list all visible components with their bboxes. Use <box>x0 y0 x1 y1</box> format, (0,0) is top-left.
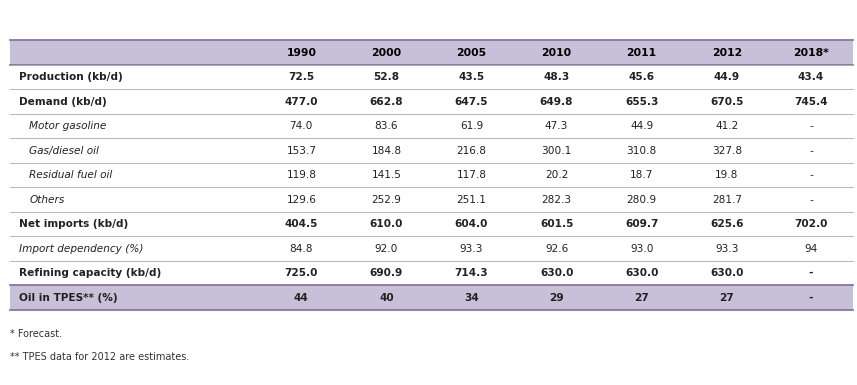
Text: 93.0: 93.0 <box>630 244 653 254</box>
Text: 153.7: 153.7 <box>286 146 316 156</box>
Text: 404.5: 404.5 <box>285 219 318 229</box>
Text: 43.5: 43.5 <box>458 72 484 82</box>
Text: 714.3: 714.3 <box>455 268 488 278</box>
Text: 252.9: 252.9 <box>371 195 401 205</box>
Text: 1990: 1990 <box>286 48 316 58</box>
Text: -: - <box>809 121 813 131</box>
Text: 630.0: 630.0 <box>710 268 744 278</box>
Text: 601.5: 601.5 <box>540 219 573 229</box>
Text: 92.6: 92.6 <box>545 244 568 254</box>
Text: 119.8: 119.8 <box>286 170 316 180</box>
Text: -: - <box>809 146 813 156</box>
Text: 19.8: 19.8 <box>715 170 739 180</box>
Text: 300.1: 300.1 <box>542 146 572 156</box>
Text: -: - <box>809 293 813 303</box>
Text: 93.3: 93.3 <box>459 244 483 254</box>
Text: 47.3: 47.3 <box>545 121 568 131</box>
Text: 27: 27 <box>719 293 734 303</box>
Text: 83.6: 83.6 <box>375 121 399 131</box>
Text: 72.5: 72.5 <box>288 72 315 82</box>
Text: 282.3: 282.3 <box>542 195 572 205</box>
Text: 94: 94 <box>805 244 818 254</box>
Text: Motor gasoline: Motor gasoline <box>29 121 106 131</box>
Text: 625.6: 625.6 <box>710 219 744 229</box>
Text: 216.8: 216.8 <box>457 146 487 156</box>
Text: 670.5: 670.5 <box>710 97 744 107</box>
Text: 281.7: 281.7 <box>712 195 742 205</box>
Text: Residual fuel oil: Residual fuel oil <box>29 170 112 180</box>
Text: 609.7: 609.7 <box>625 219 658 229</box>
Text: 2011: 2011 <box>626 48 656 58</box>
Text: 44.9: 44.9 <box>630 121 653 131</box>
Text: Demand (kb/d): Demand (kb/d) <box>19 97 106 107</box>
Text: 2018*: 2018* <box>793 48 829 58</box>
Text: 44: 44 <box>294 293 309 303</box>
Text: 604.0: 604.0 <box>455 219 488 229</box>
Text: ** TPES data for 2012 are estimates.: ** TPES data for 2012 are estimates. <box>10 352 189 362</box>
Text: 2012: 2012 <box>711 48 742 58</box>
Text: 20.2: 20.2 <box>545 170 568 180</box>
Bar <box>10 285 853 310</box>
Text: 84.8: 84.8 <box>290 244 313 254</box>
Bar <box>10 40 853 65</box>
Text: 630.0: 630.0 <box>540 268 573 278</box>
Text: 74.0: 74.0 <box>290 121 313 131</box>
Text: Oil in TPES** (%): Oil in TPES** (%) <box>19 293 117 303</box>
Text: 310.8: 310.8 <box>626 146 656 156</box>
Text: * Forecast.: * Forecast. <box>10 329 63 339</box>
Text: 690.9: 690.9 <box>370 268 403 278</box>
Text: 280.9: 280.9 <box>626 195 656 205</box>
Text: Net imports (kb/d): Net imports (kb/d) <box>19 219 128 229</box>
Text: 141.5: 141.5 <box>371 170 401 180</box>
Text: 52.8: 52.8 <box>374 72 399 82</box>
Text: 18.7: 18.7 <box>630 170 653 180</box>
Text: 477.0: 477.0 <box>285 97 318 107</box>
Text: 34: 34 <box>464 293 479 303</box>
Text: 725.0: 725.0 <box>285 268 318 278</box>
Text: 41.2: 41.2 <box>715 121 739 131</box>
Text: 649.8: 649.8 <box>540 97 573 107</box>
Text: -: - <box>809 170 813 180</box>
Text: Refining capacity (kb/d): Refining capacity (kb/d) <box>19 268 161 278</box>
Text: 610.0: 610.0 <box>369 219 403 229</box>
Text: 662.8: 662.8 <box>369 97 404 107</box>
Text: 27: 27 <box>634 293 649 303</box>
Text: 45.6: 45.6 <box>629 72 655 82</box>
Text: Others: Others <box>29 195 64 205</box>
Text: 43.4: 43.4 <box>798 72 824 82</box>
Text: Gas/diesel oil: Gas/diesel oil <box>29 146 99 156</box>
Text: 327.8: 327.8 <box>711 146 742 156</box>
Text: 40: 40 <box>379 293 393 303</box>
Text: 2000: 2000 <box>371 48 401 58</box>
Text: 48.3: 48.3 <box>543 72 570 82</box>
Text: Production (kb/d): Production (kb/d) <box>19 72 123 82</box>
Text: Import dependency (%): Import dependency (%) <box>19 244 143 254</box>
Text: 184.8: 184.8 <box>371 146 401 156</box>
Text: 630.0: 630.0 <box>625 268 658 278</box>
Text: 251.1: 251.1 <box>457 195 487 205</box>
Text: 117.8: 117.8 <box>457 170 487 180</box>
Text: 92.0: 92.0 <box>375 244 399 254</box>
Text: 655.3: 655.3 <box>625 97 658 107</box>
Text: -: - <box>809 268 813 278</box>
Text: 29: 29 <box>549 293 564 303</box>
Text: 702.0: 702.0 <box>794 219 828 229</box>
Text: 647.5: 647.5 <box>455 97 488 107</box>
Text: 2005: 2005 <box>457 48 487 58</box>
Text: 93.3: 93.3 <box>715 244 739 254</box>
Text: 61.9: 61.9 <box>460 121 483 131</box>
Text: 44.9: 44.9 <box>714 72 740 82</box>
Text: 129.6: 129.6 <box>286 195 316 205</box>
Text: 745.4: 745.4 <box>794 97 828 107</box>
Text: 2010: 2010 <box>542 48 572 58</box>
Text: -: - <box>809 195 813 205</box>
